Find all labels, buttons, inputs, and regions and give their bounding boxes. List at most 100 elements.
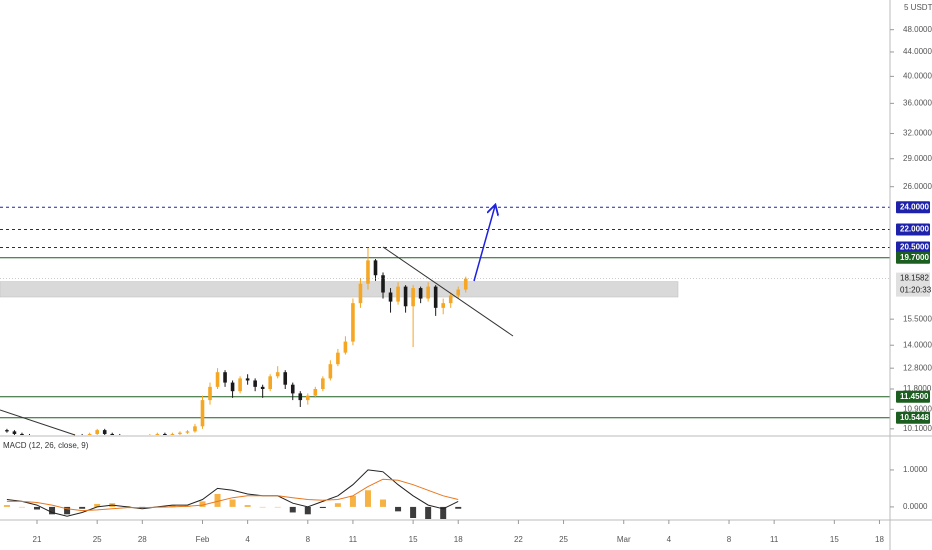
x-tick-label: 8	[727, 535, 732, 544]
x-tick-label: 15	[409, 535, 418, 544]
macd-histogram-bar	[64, 506, 71, 515]
macd-histogram-bar	[319, 506, 326, 509]
macd-histogram-bar	[455, 506, 462, 509]
level-label-bg	[896, 390, 930, 403]
macd-histogram-bar	[259, 506, 266, 508]
candle-body	[358, 283, 363, 304]
projection-arrow	[473, 206, 495, 282]
candle-body	[102, 430, 107, 434]
candle-body	[463, 278, 468, 290]
candle-body	[448, 295, 453, 304]
candle-body	[328, 364, 333, 379]
x-tick-label: 18	[875, 535, 884, 544]
candle-body	[418, 288, 423, 299]
candle-body	[12, 431, 17, 434]
candle-body	[245, 378, 250, 381]
candle-body	[178, 432, 182, 434]
macd-histogram-bar	[304, 506, 311, 515]
candle-body	[253, 380, 257, 387]
currency-label: 5 USDT	[904, 3, 932, 12]
level-label: 24.0000	[900, 202, 929, 211]
y-tick-label: 29.0000	[903, 154, 932, 163]
candle-body	[208, 386, 212, 401]
y-tick-label: 40.0000	[903, 71, 932, 80]
macd-histogram-bar	[410, 506, 417, 518]
macd-histogram-bar	[364, 490, 371, 507]
indicator-title: MACD (12, 26, close, 9)	[3, 441, 89, 450]
x-tick-label: Feb	[196, 535, 210, 544]
candle-body	[336, 352, 340, 365]
x-tick-label: 25	[559, 535, 568, 544]
candle-body	[110, 433, 115, 435]
y-tick-label: 32.0000	[903, 129, 932, 138]
level-label: 20.5000	[900, 243, 929, 252]
candle-body	[366, 260, 370, 284]
y-tick-label: 12.8000	[903, 363, 932, 372]
candle-body	[411, 288, 415, 307]
x-tick-label: 15	[830, 535, 839, 544]
candle-body	[343, 341, 348, 353]
candle-body	[185, 431, 190, 433]
level-label: 22.0000	[900, 225, 929, 234]
candle-body	[351, 303, 355, 342]
macd-histogram-bar	[244, 505, 251, 507]
candle-body	[275, 372, 280, 377]
level-label: 10.5448	[900, 413, 929, 422]
y-tick-label: 15.5000	[903, 314, 932, 323]
x-tick-label: 18	[454, 535, 463, 544]
macd-histogram-bar	[199, 501, 206, 507]
axes: 48.000044.000040.000036.000032.000029.00…	[33, 25, 932, 544]
macd-histogram-bar	[214, 493, 221, 507]
y-tick-label: 11.8000	[903, 384, 932, 393]
countdown-label: 01:20:33	[900, 286, 932, 295]
y-tick-label: 14.0000	[903, 340, 932, 349]
candle-body	[163, 433, 167, 435]
candle-body	[5, 430, 9, 432]
trend-line	[0, 409, 76, 436]
candle-body	[230, 382, 235, 392]
level-label: 19.7000	[900, 253, 929, 262]
y-tick-label: 48.0000	[903, 25, 932, 34]
macd-histogram-bar	[169, 505, 176, 507]
level-label: 11.4500	[900, 392, 929, 401]
candle-body	[268, 376, 272, 390]
macd-histogram-bar	[18, 506, 25, 508]
candle-body	[283, 372, 288, 385]
last-price-bg	[896, 272, 930, 297]
candle-body	[396, 286, 400, 302]
level-label-bg	[896, 251, 930, 264]
candle-body	[200, 400, 205, 427]
macd-histogram-bar	[3, 505, 10, 507]
signal-line	[6, 478, 459, 512]
macd-histogram-bar	[229, 499, 236, 507]
candle-body	[321, 378, 325, 390]
candle-body	[433, 286, 438, 308]
candle-body	[298, 393, 303, 401]
x-tick-label: 4	[245, 535, 250, 544]
candle-body	[388, 292, 393, 302]
y-tick-label: 36.0000	[903, 98, 932, 107]
last-price-label: 18.1582	[900, 274, 929, 283]
candle-body	[305, 395, 310, 401]
candle-body	[20, 433, 24, 435]
x-tick-label: 28	[138, 535, 147, 544]
macd-histogram-bar	[395, 506, 402, 512]
candle-body	[373, 260, 378, 276]
macd-histogram-bar	[79, 506, 86, 509]
candle-body	[87, 433, 92, 435]
x-tick-label: 21	[33, 535, 42, 544]
price-pane	[0, 206, 890, 435]
level-label-bg	[896, 201, 930, 214]
macd-histogram-bar	[334, 503, 341, 507]
candle-body	[238, 378, 242, 392]
x-tick-label: 11	[770, 535, 779, 544]
candle-body	[95, 430, 99, 434]
x-tick-label: 25	[93, 535, 102, 544]
macd-histogram-bar	[349, 495, 356, 507]
macd-histogram-bar	[274, 506, 281, 508]
candle-body	[215, 372, 220, 387]
macd-histogram-bar	[34, 506, 41, 510]
candle-body	[260, 386, 265, 390]
x-tick-label: Mar	[617, 535, 631, 544]
